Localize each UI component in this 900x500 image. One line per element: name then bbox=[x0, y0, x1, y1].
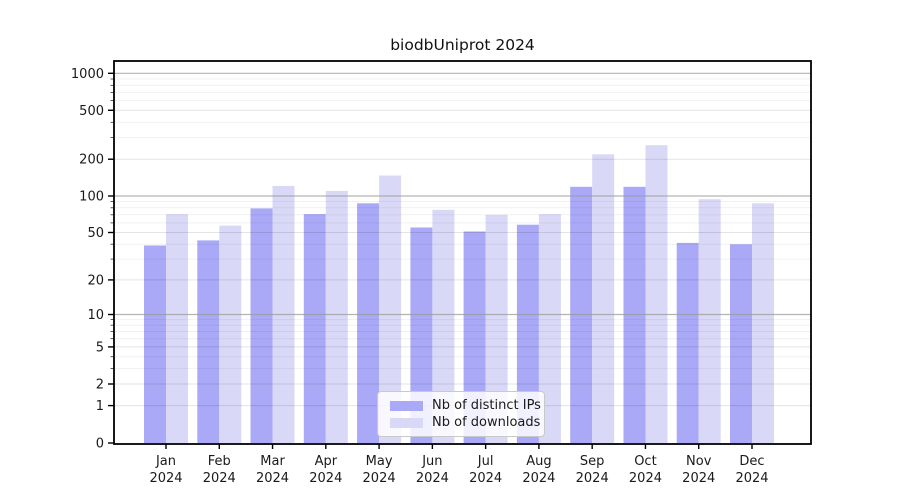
y-tick-label: 1000 bbox=[71, 67, 104, 82]
x-tick-label: May 2024 bbox=[363, 454, 396, 486]
legend-label: Nb of distinct IPs bbox=[432, 398, 541, 413]
x-tick-label: Jan 2024 bbox=[149, 454, 182, 486]
bar-downloads-jun bbox=[432, 209, 455, 443]
bar-downloads-jan bbox=[166, 214, 188, 443]
bar-distinct-ips-jun bbox=[410, 227, 433, 443]
bar-downloads-apr bbox=[325, 190, 348, 443]
legend-label: Nb of downloads bbox=[432, 415, 541, 430]
x-tick-label: Oct 2024 bbox=[629, 454, 662, 486]
y-tick-label: 100 bbox=[79, 190, 104, 205]
bar-downloads-nov bbox=[698, 199, 721, 443]
bar-distinct-ips-may bbox=[357, 203, 380, 443]
y-tick-label: 200 bbox=[79, 153, 104, 168]
y-tick-label: 50 bbox=[87, 226, 104, 241]
plot-frame bbox=[113, 60, 812, 445]
bar-distinct-ips-jul bbox=[463, 231, 486, 443]
chart-title: biodbUniprot 2024 bbox=[390, 36, 535, 54]
y-tick-label: 1 bbox=[96, 399, 104, 414]
x-tick-label: Dec 2024 bbox=[735, 454, 768, 486]
y-tick-label: 2 bbox=[96, 378, 104, 393]
y-tick-label: 20 bbox=[87, 273, 104, 288]
y-tick-label: 5 bbox=[96, 340, 104, 355]
legend-swatch-icon bbox=[390, 417, 423, 428]
x-tick-label: Feb 2024 bbox=[203, 454, 236, 486]
x-tick-label: Jun 2024 bbox=[416, 454, 449, 486]
x-tick-label: Aug 2024 bbox=[522, 454, 555, 486]
bar-distinct-ips-feb bbox=[197, 240, 220, 443]
bar-downloads-may bbox=[379, 175, 402, 443]
bar-downloads-sep bbox=[592, 154, 615, 444]
legend-item: Nb of downloads bbox=[390, 414, 540, 431]
bar-downloads-aug bbox=[538, 214, 561, 443]
y-tick-label: 10 bbox=[87, 308, 104, 323]
bar-distinct-ips-apr bbox=[303, 214, 326, 443]
bar-distinct-ips-aug bbox=[516, 224, 539, 443]
legend-swatch-icon bbox=[390, 400, 423, 411]
bar-distinct-ips-nov bbox=[676, 242, 699, 443]
bar-distinct-ips-dec bbox=[730, 244, 752, 443]
x-tick-label: Jul 2024 bbox=[469, 454, 502, 486]
bar-distinct-ips-jan bbox=[144, 245, 166, 443]
y-tick-label: 0 bbox=[96, 437, 104, 452]
legend: Nb of distinct IPs Nb of downloads bbox=[377, 391, 545, 437]
bar-distinct-ips-mar bbox=[250, 208, 273, 443]
bar-downloads-feb bbox=[219, 225, 242, 443]
x-tick-label: Mar 2024 bbox=[256, 454, 289, 486]
legend-item: Nb of distinct IPs bbox=[390, 397, 541, 414]
x-tick-label: Sep 2024 bbox=[576, 454, 609, 486]
x-tick-label: Apr 2024 bbox=[309, 454, 342, 486]
x-tick-label: Nov 2024 bbox=[682, 454, 715, 486]
bar-downloads-jul bbox=[485, 214, 508, 443]
bar-downloads-dec bbox=[752, 203, 774, 443]
bar-downloads-oct bbox=[645, 145, 668, 443]
y-tick-label: 500 bbox=[79, 104, 104, 119]
